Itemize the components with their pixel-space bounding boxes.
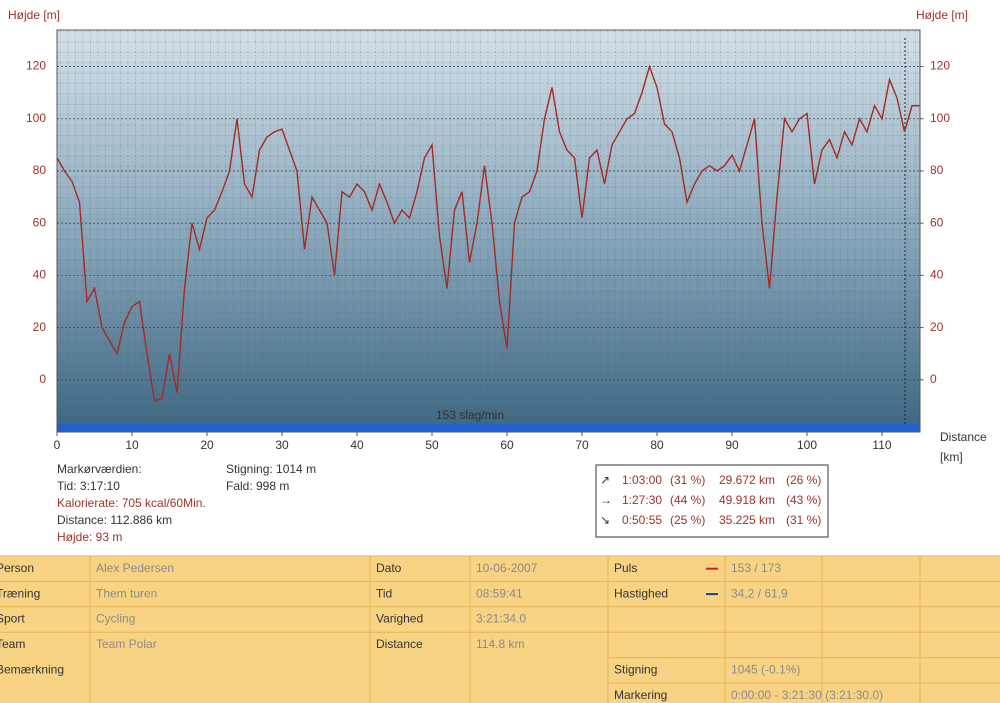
x-tick-label: 30 [275,438,289,452]
field-label: Hastighed [614,586,668,600]
field-label: Stigning [614,662,657,676]
x-tick-label: 70 [575,438,589,452]
y-tick-label: 60 [33,215,47,229]
field-value: 08:59:41 [476,586,523,600]
x-tick-label: 20 [200,438,214,452]
field-value: 10-06-2007 [476,561,538,575]
zones-box [595,464,829,538]
hr-band [57,424,920,432]
field-label: Sport [0,612,25,626]
field-value: 0:00:00 - 3:21:30 (3:21:30.0) [731,688,883,702]
y2-tick-label: 100 [930,111,950,125]
descent: Fald: 998 m [226,479,289,493]
y2-tick-label: 60 [930,215,944,229]
ascent: Stigning: 1014 m [226,462,316,476]
field-value: 114.8 km [476,637,524,651]
field-label: Distance [376,637,423,651]
y2-tick-label: 40 [930,268,944,282]
field-value: 1045 (-0.1%) [731,662,800,676]
zone-arrow: ↗ [600,473,610,487]
zone-arrow: ↘ [600,513,610,527]
y-tick-label: 0 [39,372,46,386]
field-label: Dato [376,561,402,575]
y-tick-label: 120 [26,59,46,73]
marker-altitude: Højde: 93 m [57,530,122,544]
zone-time: 0:50:55 [622,513,662,527]
x-tick-label: 90 [725,438,739,452]
field-label: Bemærkning [0,662,64,676]
x-tick-label: 60 [500,438,514,452]
x-axis-label: Distance [940,430,987,444]
y2-axis-label: Højde [m] [916,8,968,22]
zone-distance: 29.672 km [719,473,775,487]
field-label: Tid [376,586,392,600]
field-value: 153 / 173 [731,561,781,575]
marker-time: Tid: 3:17:10 [57,479,120,493]
x-tick-label: 80 [650,438,664,452]
x-tick-label: 40 [350,438,364,452]
y-tick-label: 100 [26,111,46,125]
zone-distance-pct: (31 %) [786,513,821,527]
zone-time-pct: (44 %) [670,493,705,507]
field-value: Alex Pedersen [96,561,174,575]
y-tick-label: 20 [33,320,47,334]
x-axis-unit: [km] [940,450,963,464]
y2-tick-label: 0 [930,372,937,386]
marker-title: Markørværdien: [57,462,142,476]
y2-tick-label: 20 [930,320,944,334]
y2-tick-label: 120 [930,59,950,73]
field-label: Puls [614,561,637,575]
zone-distance-pct: (26 %) [786,473,821,487]
y-axis-label: Højde [m] [8,8,60,22]
field-label: Træning [0,586,40,600]
field-value: Them turen [96,586,157,600]
field-label: Markering [614,688,667,702]
hr-band-label: 153 slag/min [436,408,504,422]
x-tick-label: 50 [425,438,439,452]
y-tick-label: 80 [33,163,47,177]
plot-dots [57,30,920,432]
x-tick-label: 0 [54,438,61,452]
zone-time: 1:03:00 [622,473,662,487]
x-tick-label: 110 [872,438,891,452]
field-value: 3:21:34.0 [476,612,526,626]
table-bg [0,556,1000,703]
zone-arrow: → [600,493,612,507]
zone-time-pct: (31 %) [670,473,705,487]
x-tick-label: 100 [797,438,817,452]
y2-tick-label: 80 [930,163,944,177]
x-tick-label: 10 [125,438,139,452]
marker-calorie: Kalorierate: 705 kcal/60Min. [57,496,206,510]
field-value: 34,2 / 61,9 [731,586,788,600]
zone-distance: 49.918 km [719,493,775,507]
field-label: Person [0,561,34,575]
zone-distance: 35.225 km [719,513,775,527]
altitude-line [56,64,920,402]
y-tick-label: 40 [33,268,47,282]
marker-distance: Distance: 112.886 km [57,513,172,527]
field-value: Cycling [96,612,135,626]
field-label: Varighed [376,612,423,626]
zone-time-pct: (25 %) [670,513,705,527]
zone-time: 1:27:30 [622,493,662,507]
zone-distance-pct: (43 %) [786,493,821,507]
field-value: Team Polar [96,637,157,651]
field-label: Team [0,637,25,651]
